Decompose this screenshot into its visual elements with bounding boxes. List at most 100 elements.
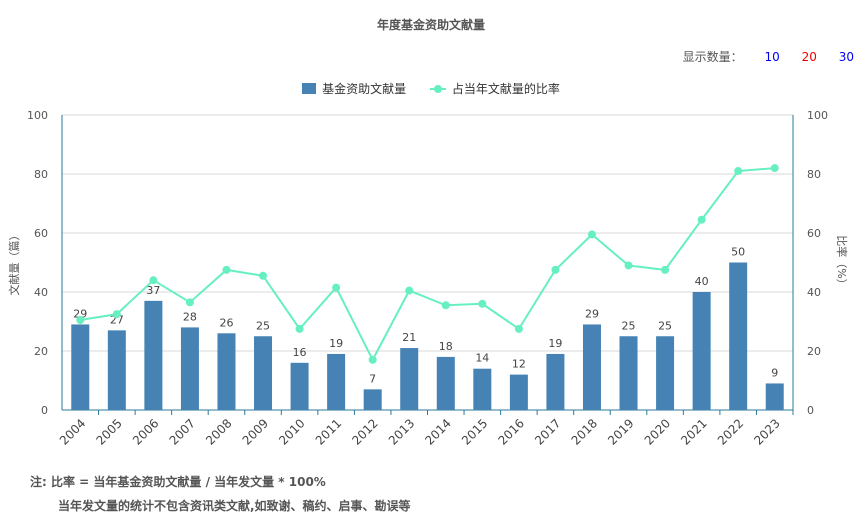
legend-line-series-label: 占当年文献量的比率 xyxy=(451,82,560,96)
x-tick-label: 2005 xyxy=(93,416,124,447)
x-tick-label: 2011 xyxy=(313,416,344,447)
y-tick-label: 80 xyxy=(34,168,48,181)
bar xyxy=(144,300,163,410)
legend-bar-swatch xyxy=(302,83,317,94)
bar-data-label: 18 xyxy=(439,340,453,353)
bar-data-label: 9 xyxy=(771,366,778,379)
ratio-point xyxy=(368,355,377,364)
y2-tick-label: 80 xyxy=(807,168,821,181)
bar-data-label: 29 xyxy=(585,307,599,320)
bar xyxy=(473,368,492,410)
ratio-point xyxy=(332,283,341,292)
x-tick-label: 2008 xyxy=(203,416,234,447)
ratio-point xyxy=(770,164,779,173)
chart-legend: 基金资助文献量 占当年文献量的比率 xyxy=(0,80,862,97)
display-count-option-30[interactable]: 30 xyxy=(838,50,854,64)
bar-data-label: 37 xyxy=(146,284,160,297)
x-tick-label: 2022 xyxy=(715,416,746,447)
display-count-selector: 显示数量： 10 20 30 xyxy=(683,48,854,65)
legend-bar-series-label: 基金资助文献量 xyxy=(322,82,407,96)
y-tick-label: 0 xyxy=(41,404,48,417)
bar-data-label: 7 xyxy=(369,372,376,385)
legend-item-line-series[interactable]: 占当年文献量的比率 xyxy=(429,80,560,97)
ratio-point xyxy=(478,299,487,308)
legend-line-swatch xyxy=(429,83,446,94)
display-count-option-20[interactable]: 20 xyxy=(801,50,817,64)
y-tick-label: 100 xyxy=(27,109,48,122)
bar xyxy=(436,356,455,410)
x-tick-label: 2014 xyxy=(422,416,453,447)
x-tick-label: 2009 xyxy=(240,416,271,447)
display-count-label: 显示数量： xyxy=(682,50,743,64)
ratio-point xyxy=(514,324,523,333)
x-tick-label: 2021 xyxy=(678,416,709,447)
ratio-point xyxy=(149,276,158,285)
note-count-exclusion: 当年发文量的统计不包含资讯类文献,如致谢、稿约、启事、勘误等 xyxy=(58,499,411,513)
ratio-point xyxy=(259,271,268,280)
bar-data-label: 19 xyxy=(548,337,562,350)
bar xyxy=(290,362,309,410)
y2-tick-label: 40 xyxy=(807,286,821,299)
bar-data-label: 14 xyxy=(475,352,489,365)
chart-notes: 注: 比率 = 当年基金资助文献量 / 当年发文量 * 100% 当年发文量的统… xyxy=(30,470,411,518)
y2-tick-label: 100 xyxy=(807,109,828,122)
bar xyxy=(656,336,675,410)
x-tick-label: 2004 xyxy=(57,416,88,447)
ratio-point xyxy=(661,265,670,274)
bar-data-label: 29 xyxy=(73,307,87,320)
bar-data-label: 40 xyxy=(695,275,709,288)
bar xyxy=(363,389,382,410)
note-ratio-formula: 注: 比率 = 当年基金资助文献量 / 当年发文量 * 100% xyxy=(30,475,326,489)
bar xyxy=(180,327,199,410)
y-axis-title: 文献量（篇） xyxy=(7,230,21,296)
x-tick-label: 2013 xyxy=(386,416,417,447)
ratio-point xyxy=(587,230,596,239)
bar xyxy=(71,324,90,410)
bar-data-label: 12 xyxy=(512,358,526,371)
bar-data-label: 21 xyxy=(402,331,416,344)
chart-title: 年度基金资助文献量 xyxy=(376,18,485,32)
ratio-point xyxy=(76,316,85,325)
bar xyxy=(765,383,784,410)
bar xyxy=(509,374,528,410)
y-tick-label: 40 xyxy=(34,286,48,299)
legend-item-bar-series[interactable]: 基金资助文献量 xyxy=(302,80,406,97)
bar-data-label: 28 xyxy=(183,310,197,323)
bar-data-label: 27 xyxy=(110,313,124,326)
x-tick-label: 2016 xyxy=(495,416,526,447)
display-count-option-10[interactable]: 10 xyxy=(764,50,780,64)
ratio-point xyxy=(185,298,194,307)
x-tick-label: 2023 xyxy=(751,416,782,447)
bar xyxy=(254,336,273,410)
bar xyxy=(327,353,346,410)
y2-tick-label: 60 xyxy=(807,227,821,240)
bar-data-label: 25 xyxy=(256,319,270,332)
x-tick-label: 2019 xyxy=(605,416,636,447)
bar-data-label: 50 xyxy=(731,246,745,259)
bar-data-label: 25 xyxy=(622,319,636,332)
x-tick-label: 2018 xyxy=(569,416,600,447)
y2-tick-label: 20 xyxy=(807,345,821,358)
bar xyxy=(107,330,126,410)
ratio-point xyxy=(734,167,743,176)
x-tick-label: 2015 xyxy=(459,416,490,447)
ratio-point xyxy=(222,265,231,274)
ratio-point xyxy=(295,324,304,333)
x-tick-label: 2012 xyxy=(349,416,380,447)
ratio-point xyxy=(551,265,560,274)
ratio-point xyxy=(112,310,121,319)
ratio-point xyxy=(405,286,414,295)
bar xyxy=(619,336,638,410)
bar xyxy=(692,292,711,410)
bar xyxy=(400,348,419,410)
ratio-point xyxy=(441,301,450,310)
bar-data-label: 16 xyxy=(293,346,307,359)
y-tick-label: 60 xyxy=(34,227,48,240)
bar xyxy=(217,333,236,410)
ratio-point xyxy=(624,261,633,270)
bar xyxy=(582,324,601,410)
x-tick-label: 2020 xyxy=(642,416,673,447)
y-tick-label: 20 xyxy=(34,345,48,358)
bar-data-label: 25 xyxy=(658,319,672,332)
